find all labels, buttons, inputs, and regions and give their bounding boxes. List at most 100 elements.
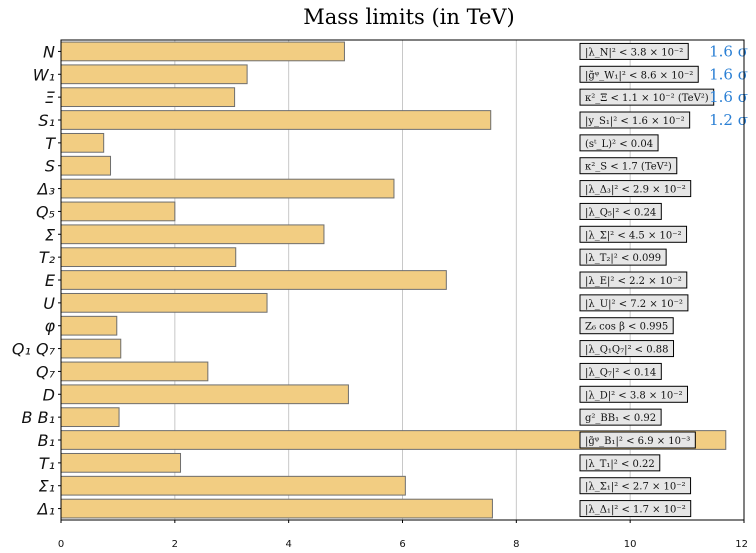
bar [60, 178, 395, 199]
bar [60, 201, 176, 222]
annotation-text: |λ_Δ₃|² < 2.9 × 10⁻² [585, 185, 686, 196]
annotation-frame [579, 134, 659, 152]
annotation-box: κ²_S < 1.7 (TeV²) [579, 157, 678, 175]
annotation-frame [579, 317, 674, 335]
annotation-box: κ²_Ξ < 1.1 × 10⁻² (TeV²) [579, 88, 715, 106]
category-label: N [43, 42, 55, 61]
category-label: Σ [45, 225, 56, 244]
annotation-text: (sᵗ_L)² < 0.04 [585, 139, 653, 150]
category-label: T₁ [39, 454, 55, 473]
annotation-text: κ²_S < 1.7 (TeV²) [585, 162, 672, 173]
annotation-boxes: |λ_N|² < 3.8 × 10⁻² |g̃ᵠ_W₁|² < 8.6 × 10⁻… [579, 42, 715, 518]
annotation-box: |λ_Q₅|² < 0.24 [579, 202, 662, 220]
bar [60, 64, 248, 85]
chart-title: Mass limits (in TeV) [303, 5, 514, 29]
annotation-frame [579, 408, 662, 426]
annotation-box: |y_S₁|² < 1.6 × 10⁻² [579, 111, 691, 129]
annotation-frame [579, 111, 691, 129]
x-tick-label: 2 [172, 539, 178, 550]
category-label: Δ₃ [36, 180, 55, 199]
annotation-box: Z₆ cos β < 0.995 [579, 317, 674, 335]
category-label: φ [44, 317, 55, 336]
annotation-box: |λ_Σ|² < 4.5 × 10⁻² [579, 225, 688, 243]
annotation-frame [579, 431, 696, 449]
bar [60, 132, 105, 153]
annotation-text: |λ_Δ₁|² < 1.7 × 10⁻² [585, 505, 686, 516]
annotation-frame [579, 248, 667, 266]
annotation-text: |λ_E|² < 2.2 × 10⁻² [585, 276, 682, 287]
category-label: Ξ [45, 88, 55, 107]
annotation-frame [579, 340, 675, 358]
annotation-text: |λ_Σ|² < 4.5 × 10⁻² [585, 230, 682, 241]
annotation-text: |λ_T₂|² < 0.099 [585, 253, 661, 264]
category-label: Σ₁ [38, 477, 55, 496]
significance-label: 1.6 σ [709, 42, 748, 60]
annotation-frame [579, 180, 692, 198]
annotation-frame [579, 42, 689, 60]
significance-labels: 1.6 σ 1.6 σ 1.6 σ 1.2 σ [709, 42, 748, 129]
annotation-text: |g̃ᵠ_B₁|² < 6.9 × 10⁻³ [585, 436, 690, 447]
category-label: Q₅ [36, 202, 55, 221]
bar [60, 224, 325, 245]
x-tick-label: 0 [58, 539, 64, 550]
annotation-text: |λ_D|² < 3.8 × 10⁻² [585, 390, 683, 401]
significance-label: 1.6 σ [709, 65, 748, 83]
bar [60, 498, 493, 519]
annotation-frame [579, 477, 692, 495]
bar [60, 155, 112, 176]
category-label: Δ₁ [36, 500, 55, 519]
bar [60, 338, 122, 359]
category-label: W₁ [33, 65, 55, 84]
annotation-frame [579, 157, 678, 175]
annotation-text: |λ_Σ₁|² < 2.7 × 10⁻² [585, 482, 686, 493]
category-label: T [45, 134, 56, 153]
annotation-text: |λ_T₁|² < 0.22 [585, 459, 655, 470]
annotation-text: Z₆ cos β < 0.995 [585, 322, 668, 333]
annotation-frame [579, 202, 662, 220]
x-tick-label: 8 [513, 539, 519, 550]
x-tick-label: 12 [735, 539, 748, 550]
bar [60, 41, 345, 62]
x-tick-label: 6 [399, 539, 405, 550]
bar [60, 315, 118, 336]
category-labels: N W₁ Ξ S₁ TS Δ₃ Q₅ Σ T₂ EUφ Q₁ Q₇ Q₇ D B B₁ B₁ T₁ Σ₁ Δ₁ [12, 42, 61, 519]
annotation-text: |λ_Q₅|² < 0.24 [585, 207, 656, 218]
annotation-box: |λ_Σ₁|² < 2.7 × 10⁻² [579, 477, 692, 495]
annotation-text: |λ_Q₁Q₇|² < 0.88 [585, 345, 669, 356]
annotation-box: |λ_E|² < 2.2 × 10⁻² [579, 271, 688, 289]
bar [60, 270, 447, 290]
annotation-box: |λ_T₂|² < 0.099 [579, 248, 667, 266]
bar [60, 247, 237, 268]
plot-frame [60, 39, 745, 521]
bars [60, 41, 727, 519]
annotation-box: |λ_Q₇|² < 0.14 [579, 362, 662, 380]
category-label: B B₁ [22, 408, 55, 427]
annotation-box: |λ_U|² < 7.2 × 10⁻² [579, 294, 689, 312]
annotation-frame [579, 225, 688, 243]
bar [60, 87, 236, 108]
category-label: Q₁ Q₇ [12, 340, 56, 359]
annotation-text: κ²_Ξ < 1.1 × 10⁻² (TeV²) [585, 93, 709, 104]
annotation-text: |λ_U|² < 7.2 × 10⁻² [585, 299, 683, 310]
significance-label: 1.6 σ [709, 88, 748, 106]
category-label: D [43, 385, 55, 404]
annotation-box: |λ_Q₁Q₇|² < 0.88 [579, 340, 675, 358]
annotation-box: g²_BB₁ < 0.92 [579, 408, 662, 426]
x-tick-label: 10 [624, 539, 637, 550]
annotation-box: |λ_Δ₃|² < 2.9 × 10⁻² [579, 180, 692, 198]
bar [60, 384, 349, 405]
x-tick-labels: 0 2 4 6 8 10 12 [58, 520, 748, 550]
annotation-box: |λ_N|² < 3.8 × 10⁻² [579, 42, 689, 60]
annotation-text: |λ_N|² < 3.8 × 10⁻² [585, 47, 683, 58]
category-label: Q₇ [36, 362, 56, 381]
annotation-box: (sᵗ_L)² < 0.04 [579, 134, 659, 152]
annotation-box: |λ_T₁|² < 0.22 [579, 454, 661, 472]
bar [60, 110, 492, 130]
bar [60, 361, 209, 382]
annotation-box: |λ_Δ₁|² < 1.7 × 10⁻² [579, 500, 692, 518]
annotation-frame [579, 500, 692, 518]
annotation-text: |g̃ᵠ_W₁|² < 8.6 × 10⁻² [585, 70, 693, 81]
category-label: S₁ [38, 111, 55, 130]
category-label: U [43, 294, 55, 313]
annotation-box: |g̃ᵠ_B₁|² < 6.9 × 10⁻³ [579, 431, 696, 449]
